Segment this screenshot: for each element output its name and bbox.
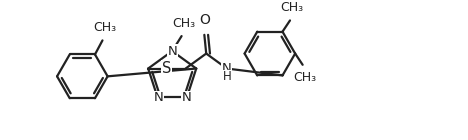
Text: N: N	[168, 45, 177, 58]
Text: CH₃: CH₃	[293, 71, 316, 84]
Text: CH₃: CH₃	[93, 21, 116, 34]
Text: H: H	[222, 70, 231, 83]
Text: S: S	[162, 61, 172, 76]
Text: N: N	[222, 62, 232, 75]
Text: CH₃: CH₃	[172, 17, 195, 30]
Text: CH₃: CH₃	[280, 1, 303, 14]
Text: N: N	[181, 91, 191, 104]
Text: N: N	[154, 91, 163, 104]
Text: O: O	[199, 13, 210, 27]
